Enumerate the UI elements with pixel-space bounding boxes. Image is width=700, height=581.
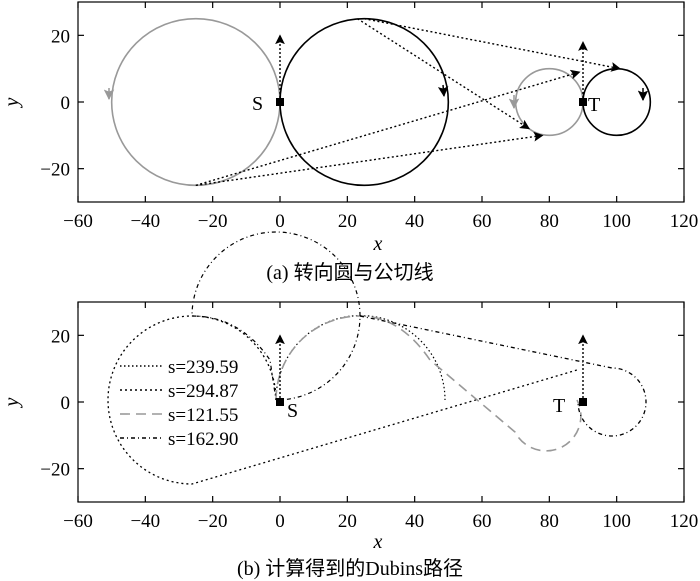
x-tick-label: 60 xyxy=(473,211,492,232)
x-tick-marks-a xyxy=(77,2,685,202)
dubins-paths xyxy=(107,231,647,485)
turning-circle xyxy=(279,17,450,187)
endpoint-marker xyxy=(579,98,587,106)
y-tick-label: 0 xyxy=(61,393,71,414)
x-axis-label-a: x xyxy=(373,233,383,255)
y-tick-marks-a xyxy=(78,34,684,170)
heading-arrows-b xyxy=(275,334,588,402)
x-tick-labels-b: −60 −40 −20 0 20 40 60 80 100 120 xyxy=(63,511,698,532)
y-tick-label: 20 xyxy=(51,26,70,47)
x-tick-label: 40 xyxy=(405,511,424,532)
tangent-lines xyxy=(195,17,621,187)
x-tick-label: 20 xyxy=(338,511,357,532)
x-tick-marks-b xyxy=(77,302,685,502)
x-tick-label: 60 xyxy=(473,511,492,532)
y-axis-label-b: y xyxy=(1,397,23,408)
y-tick-labels-b: −20 0 20 xyxy=(40,326,70,480)
arrow-big-circle xyxy=(437,84,449,98)
endpoint-marker xyxy=(579,398,587,406)
legend: s=239.59 s=294.87 s=121.55 s=162.90 xyxy=(120,357,238,450)
x-axis-label-b: x xyxy=(373,531,383,553)
x-tick-label: 100 xyxy=(602,511,631,532)
x-tick-label: −40 xyxy=(130,511,160,532)
turning-circles xyxy=(110,17,652,187)
endpoints-a xyxy=(276,98,587,106)
y-tick-labels-a: −20 0 20 xyxy=(40,26,70,180)
x-tick-label: 80 xyxy=(540,511,559,532)
tangent-line xyxy=(195,69,581,187)
x-tick-label: 120 xyxy=(670,511,699,532)
x-tick-label: −20 xyxy=(198,211,228,232)
label-S-b: S xyxy=(287,400,298,422)
x-tick-label: 0 xyxy=(275,511,285,532)
endpoint-marker xyxy=(276,398,284,406)
path-s162 xyxy=(359,315,647,437)
caption-b: (b) 计算得到的Dubins路径 xyxy=(237,557,463,580)
caption-a: (a) 转向圆与公切线 xyxy=(266,261,433,284)
x-tick-label: −60 xyxy=(63,211,93,232)
x-tick-labels-a: −60 −40 −20 0 20 40 60 80 100 120 xyxy=(63,211,698,232)
turning-circle xyxy=(514,67,584,137)
x-tick-label: 40 xyxy=(405,211,424,232)
legend-entry: s=239.59 xyxy=(168,357,238,378)
label-T-b: T xyxy=(553,395,565,417)
x-tick-label: −40 xyxy=(130,211,160,232)
x-tick-label: −60 xyxy=(63,511,93,532)
x-tick-label: 20 xyxy=(338,211,357,232)
y-axis-label-a: y xyxy=(1,97,23,108)
legend-entry: s=162.90 xyxy=(168,429,238,450)
x-tick-label: −20 xyxy=(198,511,228,532)
y-tick-label: −20 xyxy=(40,460,70,481)
endpoint-marker xyxy=(276,98,284,106)
x-tick-label: 100 xyxy=(602,211,631,232)
path-s162-left xyxy=(191,231,361,401)
label-S-a: S xyxy=(252,93,263,115)
path-s294 xyxy=(107,315,578,485)
tangent-line xyxy=(364,17,621,72)
heading-arrows-a xyxy=(275,34,588,102)
path-s121 xyxy=(275,315,582,452)
y-tick-label: 0 xyxy=(61,93,71,114)
x-tick-label: 80 xyxy=(540,211,559,232)
x-tick-label: 0 xyxy=(275,211,285,232)
path-s239 xyxy=(275,314,446,401)
y-tick-marks-b xyxy=(78,334,684,470)
circle-direction-arrows xyxy=(103,84,649,110)
y-tick-label: 20 xyxy=(51,326,70,347)
y-tick-label: −20 xyxy=(40,160,70,181)
label-T-a: T xyxy=(588,94,600,116)
legend-entry: s=294.87 xyxy=(168,381,238,402)
x-tick-label: 120 xyxy=(670,211,699,232)
endpoints-b xyxy=(276,398,587,406)
tangent-line xyxy=(195,131,544,187)
plot-frame-b xyxy=(77,301,685,503)
legend-entry: s=121.55 xyxy=(168,405,238,426)
